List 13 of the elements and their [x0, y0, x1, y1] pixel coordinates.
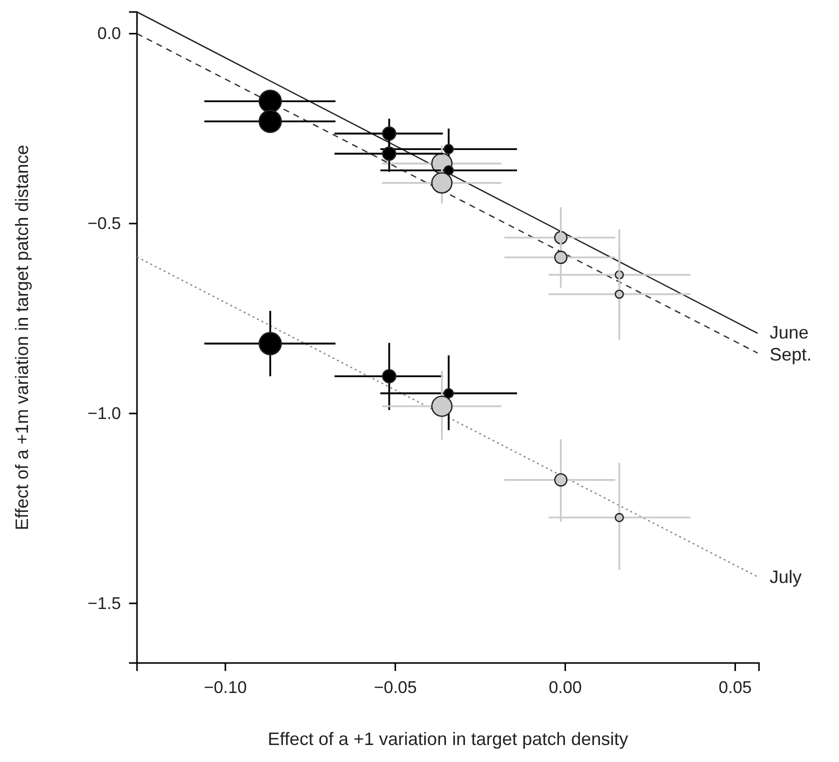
- y-tick-label: −1.0: [87, 404, 121, 423]
- y-tick-label: −1.5: [87, 594, 121, 613]
- y-tick-label: −0.5: [87, 214, 121, 233]
- x-tick-label: 0.05: [718, 678, 752, 698]
- x-tick-label: 0.00: [548, 678, 582, 698]
- series-label: June: [770, 322, 809, 342]
- x-tick-label: −0.05: [374, 678, 417, 698]
- x-tick-label: −0.10: [204, 678, 247, 698]
- y-axis-title: Effect of a +1m variation in target patch distance: [12, 144, 32, 530]
- y-tick-label: 0.0: [97, 24, 121, 44]
- series-label: July: [770, 567, 802, 588]
- series-label: Sept.: [770, 344, 812, 364]
- x-axis-title: Effect of a +1 variation in target patch density: [268, 729, 628, 749]
